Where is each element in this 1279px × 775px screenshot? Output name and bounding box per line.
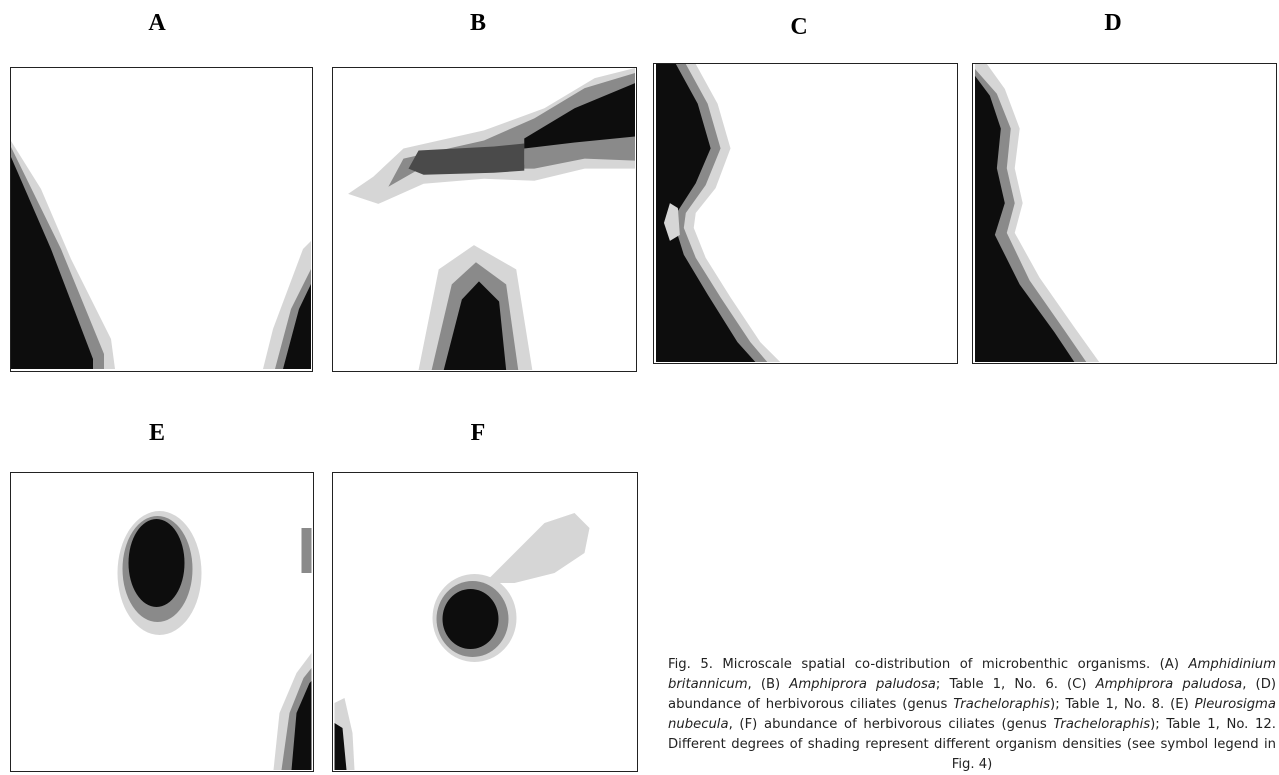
caption-text: , (B) xyxy=(747,677,790,692)
caption-italic: Tracheloraphis xyxy=(1053,717,1151,732)
caption-italic: Tracheloraphis xyxy=(953,697,1051,712)
panel-label: A xyxy=(148,10,166,36)
caption-italic: Amphiprora paludosa xyxy=(789,677,936,692)
panel-e xyxy=(10,472,314,772)
panel-d xyxy=(972,63,1277,364)
panel-label: B xyxy=(469,10,486,36)
panel-label: E xyxy=(148,420,165,446)
caption-text: ); Table 1, No. 8. (E) xyxy=(1050,697,1195,712)
caption-text: , (F) abundance of herbivorous ciliates … xyxy=(728,717,1054,732)
panel-label: F xyxy=(470,420,486,446)
caption-text: Fig. 5. Microscale spatial co-distributi… xyxy=(668,657,1189,672)
panel-a xyxy=(10,67,313,372)
caption-text: ); Table 1, No. 12. Different degrees of… xyxy=(668,717,1276,772)
panel-c xyxy=(653,63,958,364)
panel-b xyxy=(332,67,637,372)
caption-italic: Amphiprora paludosa xyxy=(1095,677,1243,692)
panel-f xyxy=(332,472,638,772)
caption-italic: Amphidinium britannicum xyxy=(668,657,1276,692)
caption-text: ; Table 1, No. 6. (C) xyxy=(935,677,1096,692)
panel-label: D xyxy=(1104,10,1122,36)
figure-caption: Fig. 5. Microscale spatial co-distributi… xyxy=(668,655,1276,775)
caption-italic: Pleurosigma nubecula xyxy=(668,697,1276,732)
panel-label: C xyxy=(790,14,808,40)
caption-text: , (D) abundance of herbivorous ciliates … xyxy=(668,677,1276,712)
